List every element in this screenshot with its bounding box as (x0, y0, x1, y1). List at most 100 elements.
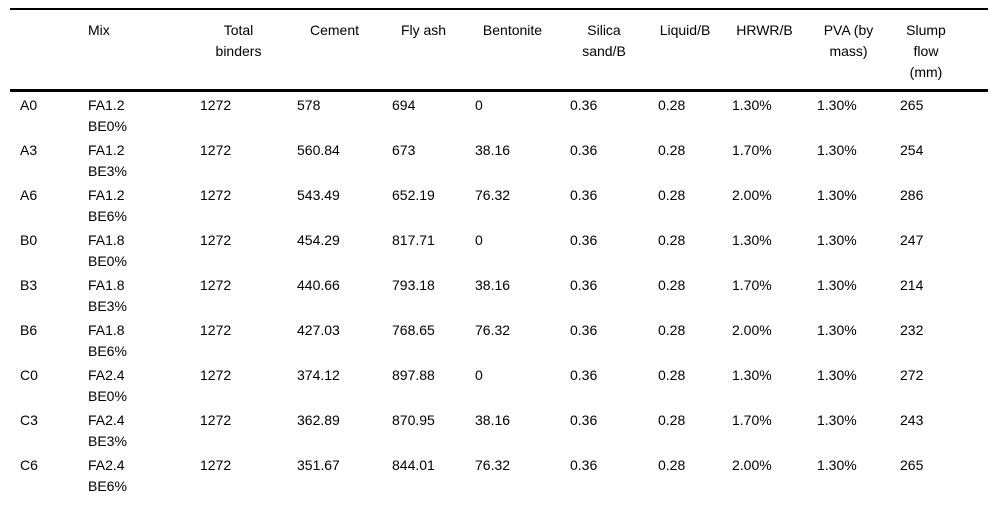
row-id-cell: A3 (20, 142, 38, 158)
cell-slump-flow-mm: 265 (900, 457, 924, 473)
table-row: C6 FA2.4 BE6% 1272 351.67 844.01 76.32 0.36 0.28… (10, 452, 988, 508)
cell-bentonite: 76.32 (475, 322, 511, 338)
row-id-cell: A6 (20, 187, 38, 203)
cell-liquid-b: 0.28 (658, 187, 686, 203)
mix-line: BE6% (88, 208, 127, 224)
cell-silica-sand-b: 0.36 (570, 322, 598, 338)
col-header-liquid-b: Liquid/B (648, 9, 722, 92)
cell-liquid-b: 0.28 (658, 457, 686, 473)
mix-line: FA1.2 (88, 142, 125, 158)
mix-proportions-table: Mix Total binders Cement Fly ash Bentonite Sil… (10, 8, 988, 508)
cell-fly-ash: 673 (392, 142, 416, 158)
col-header-line: Cement (309, 22, 360, 38)
cell-total-binders: 1272 (200, 457, 232, 473)
cell-silica-sand-b: 0.36 (570, 187, 598, 203)
cell-hrwr-b: 1.70% (732, 142, 772, 158)
col-header-line: sand/B (582, 43, 626, 59)
col-header-cement: Cement (287, 9, 382, 92)
cell-silica-sand-b: 0.36 (570, 457, 598, 473)
mix-cell: FA2.4 BE0% (78, 362, 190, 407)
mix-line: BE6% (88, 343, 127, 359)
cell-total-binders: 1272 (200, 187, 232, 203)
cell-cement: 440.66 (297, 277, 340, 293)
cell-bentonite: 76.32 (475, 457, 511, 473)
col-header-total-binders: Total binders (190, 9, 287, 92)
col-header-line: PVA (by (823, 22, 874, 38)
cell-hrwr-b: 1.70% (732, 277, 772, 293)
cell-bentonite: 38.16 (475, 142, 511, 158)
mix-line: BE3% (88, 298, 127, 314)
cell-fly-ash: 870.95 (392, 412, 435, 428)
cell-pva-by-mass: 1.30% (817, 412, 857, 428)
cell-pva-by-mass: 1.30% (817, 187, 857, 203)
mix-cell: FA1.2 BE0% (78, 91, 190, 138)
cell-bentonite: 0 (475, 97, 483, 113)
cell-cement: 374.12 (297, 367, 340, 383)
cell-cement: 362.89 (297, 412, 340, 428)
col-header-slump-flow-mm: Slump flow (mm) (890, 9, 988, 92)
col-header-line: HRWR/B (736, 22, 793, 38)
col-header-line: (mm) (909, 64, 943, 80)
col-header-line: Liquid/B (659, 22, 711, 38)
cell-liquid-b: 0.28 (658, 412, 686, 428)
col-header-silica-sand-b: Silica sand/B (560, 9, 648, 92)
cell-fly-ash: 768.65 (392, 322, 435, 338)
cell-pva-by-mass: 1.30% (817, 142, 857, 158)
row-id-cell: C0 (20, 367, 38, 383)
cell-hrwr-b: 1.30% (732, 232, 772, 248)
cell-silica-sand-b: 0.36 (570, 232, 598, 248)
cell-liquid-b: 0.28 (658, 367, 686, 383)
cell-slump-flow-mm: 265 (900, 97, 924, 113)
cell-total-binders: 1272 (200, 412, 232, 428)
cell-bentonite: 76.32 (475, 187, 511, 203)
cell-liquid-b: 0.28 (658, 97, 686, 113)
cell-fly-ash: 652.19 (392, 187, 435, 203)
cell-cement: 560.84 (297, 142, 340, 158)
row-id-cell: A0 (20, 97, 38, 113)
row-id-cell: C3 (20, 412, 38, 428)
cell-silica-sand-b: 0.36 (570, 412, 598, 428)
header-row: Mix Total binders Cement Fly ash Bentonite Sil… (10, 9, 988, 92)
cell-hrwr-b: 2.00% (732, 457, 772, 473)
row-id-cell: B3 (20, 277, 38, 293)
cell-pva-by-mass: 1.30% (817, 457, 857, 473)
mix-line: FA2.4 (88, 412, 125, 428)
table-row: B3 FA1.8 BE3% 1272 440.66 793.18 38.16 0.36 0.28… (10, 272, 988, 317)
table-row: C3 FA2.4 BE3% 1272 362.89 870.95 38.16 0.36 0.28… (10, 407, 988, 452)
cell-liquid-b: 0.28 (658, 277, 686, 293)
cell-silica-sand-b: 0.36 (570, 97, 598, 113)
col-header-line: Slump (906, 22, 946, 38)
cell-total-binders: 1272 (200, 277, 232, 293)
mix-line: FA1.2 (88, 97, 125, 113)
col-header-line: Silica (587, 22, 621, 38)
cell-hrwr-b: 2.00% (732, 187, 772, 203)
cell-hrwr-b: 1.30% (732, 97, 772, 113)
table-row: A6 FA1.2 BE6% 1272 543.49 652.19 76.32 0.36 0.28… (10, 182, 988, 227)
cell-slump-flow-mm: 254 (900, 142, 924, 158)
cell-liquid-b: 0.28 (658, 232, 686, 248)
mix-line: BE0% (88, 253, 127, 269)
col-header-pva-by-mass: PVA (by mass) (807, 9, 890, 92)
cell-cement: 351.67 (297, 457, 340, 473)
cell-slump-flow-mm: 243 (900, 412, 924, 428)
cell-pva-by-mass: 1.30% (817, 322, 857, 338)
col-header-mix: Mix (78, 9, 190, 92)
mix-line: FA2.4 (88, 367, 125, 383)
table-body: A0 FA1.2 BE0% 1272 578 694 0 0.36 0.28 1.30% 1.30%… (10, 91, 988, 508)
row-id-cell: B0 (20, 232, 38, 248)
col-header-line: Fly ash (400, 22, 447, 38)
cell-bentonite: 38.16 (475, 277, 511, 293)
row-id-cell: C6 (20, 457, 38, 473)
cell-total-binders: 1272 (200, 232, 232, 248)
cell-bentonite: 0 (475, 367, 483, 383)
mix-cell: FA1.8 BE0% (78, 227, 190, 272)
table-header: Mix Total binders Cement Fly ash Bentonite Sil… (10, 9, 988, 92)
mix-line: BE0% (88, 388, 127, 404)
mix-line: BE3% (88, 433, 127, 449)
mix-cell: FA1.8 BE6% (78, 317, 190, 362)
cell-silica-sand-b: 0.36 (570, 277, 598, 293)
cell-silica-sand-b: 0.36 (570, 142, 598, 158)
col-header-line: Total (223, 22, 254, 38)
cell-hrwr-b: 1.70% (732, 412, 772, 428)
